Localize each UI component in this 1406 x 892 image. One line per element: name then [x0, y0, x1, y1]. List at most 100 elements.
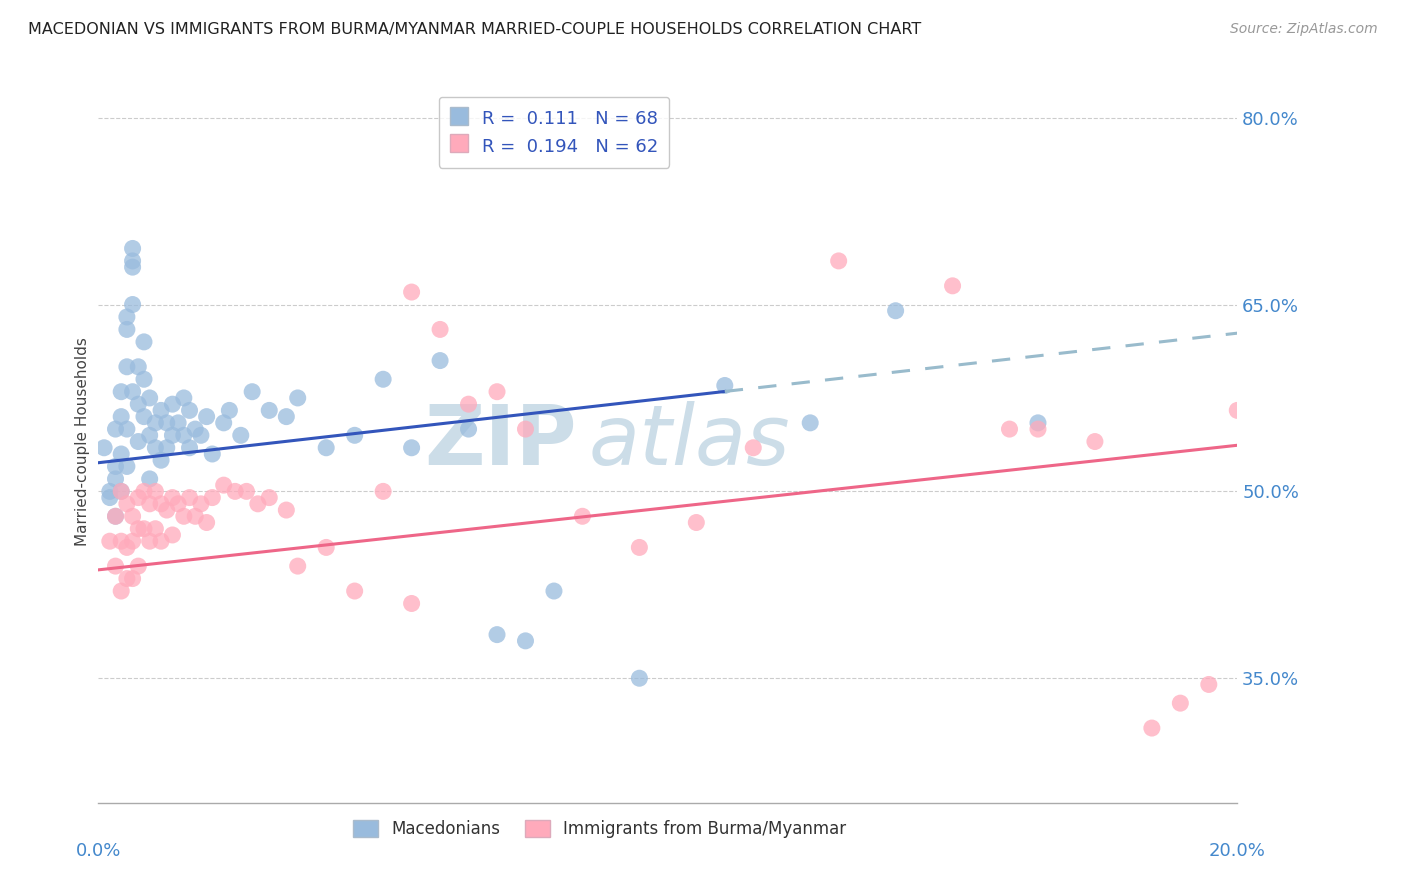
Point: [1084, 434, 1107, 449]
Point: [173, 391, 195, 405]
Point: [235, 484, 257, 499]
Point: [121, 572, 143, 586]
Point: [742, 441, 765, 455]
Text: 20.0%: 20.0%: [1209, 842, 1265, 860]
Text: ZIP: ZIP: [425, 401, 576, 482]
Point: [212, 478, 235, 492]
Point: [212, 416, 235, 430]
Point: [179, 441, 201, 455]
Point: [224, 484, 246, 499]
Point: [110, 447, 132, 461]
Point: [115, 541, 138, 555]
Point: [162, 491, 184, 505]
Point: [132, 522, 155, 536]
Point: [486, 384, 509, 399]
Point: [998, 422, 1021, 436]
Point: [246, 497, 269, 511]
Point: [115, 572, 138, 586]
Point: [115, 359, 138, 374]
Text: 0.0%: 0.0%: [76, 842, 121, 860]
Point: [714, 378, 737, 392]
Point: [132, 372, 155, 386]
Point: [104, 422, 127, 436]
Point: [132, 334, 155, 349]
Point: [127, 491, 149, 505]
Point: [1026, 422, 1049, 436]
Point: [486, 627, 509, 641]
Point: [150, 403, 173, 417]
Point: [145, 522, 167, 536]
Point: [127, 434, 149, 449]
Point: [515, 633, 537, 648]
Point: [104, 509, 127, 524]
Point: [127, 397, 149, 411]
Point: [190, 497, 212, 511]
Point: [98, 484, 121, 499]
Point: [121, 253, 143, 268]
Point: [121, 297, 143, 311]
Point: [98, 491, 121, 505]
Point: [571, 509, 593, 524]
Point: [373, 372, 395, 386]
Point: [121, 509, 143, 524]
Point: [343, 584, 366, 599]
Point: [115, 422, 138, 436]
Point: [179, 491, 201, 505]
Point: [115, 310, 138, 324]
Point: [184, 422, 207, 436]
Point: [1198, 677, 1220, 691]
Point: [121, 384, 143, 399]
Point: [162, 397, 184, 411]
Point: [127, 359, 149, 374]
Point: [115, 322, 138, 336]
Point: [942, 278, 965, 293]
Point: [1026, 416, 1049, 430]
Point: [132, 409, 155, 424]
Point: [145, 441, 167, 455]
Point: [401, 285, 423, 299]
Y-axis label: Married-couple Households: Married-couple Households: [75, 337, 90, 546]
Point: [515, 422, 537, 436]
Point: [167, 416, 190, 430]
Point: [132, 484, 155, 499]
Point: [179, 403, 201, 417]
Point: [138, 428, 160, 442]
Point: [156, 416, 179, 430]
Point: [121, 534, 143, 549]
Point: [229, 428, 252, 442]
Point: [287, 391, 309, 405]
Point: [115, 497, 138, 511]
Text: MACEDONIAN VS IMMIGRANTS FROM BURMA/MYANMAR MARRIED-COUPLE HOUSEHOLDS CORRELATIO: MACEDONIAN VS IMMIGRANTS FROM BURMA/MYAN…: [28, 22, 921, 37]
Point: [218, 403, 240, 417]
Point: [138, 472, 160, 486]
Point: [195, 409, 218, 424]
Point: [401, 441, 423, 455]
Point: [173, 509, 195, 524]
Point: [115, 459, 138, 474]
Point: [276, 503, 298, 517]
Point: [104, 509, 127, 524]
Point: [1170, 696, 1192, 710]
Point: [429, 353, 451, 368]
Point: [156, 503, 179, 517]
Point: [167, 497, 190, 511]
Point: [828, 253, 851, 268]
Point: [373, 484, 395, 499]
Point: [287, 559, 309, 574]
Point: [401, 597, 423, 611]
Point: [145, 484, 167, 499]
Text: Source: ZipAtlas.com: Source: ZipAtlas.com: [1230, 22, 1378, 37]
Point: [156, 441, 179, 455]
Point: [457, 422, 479, 436]
Point: [184, 509, 207, 524]
Point: [190, 428, 212, 442]
Point: [110, 384, 132, 399]
Point: [201, 491, 224, 505]
Point: [240, 384, 263, 399]
Point: [145, 416, 167, 430]
Point: [884, 303, 907, 318]
Point: [121, 260, 143, 274]
Point: [104, 472, 127, 486]
Point: [104, 559, 127, 574]
Point: [543, 584, 565, 599]
